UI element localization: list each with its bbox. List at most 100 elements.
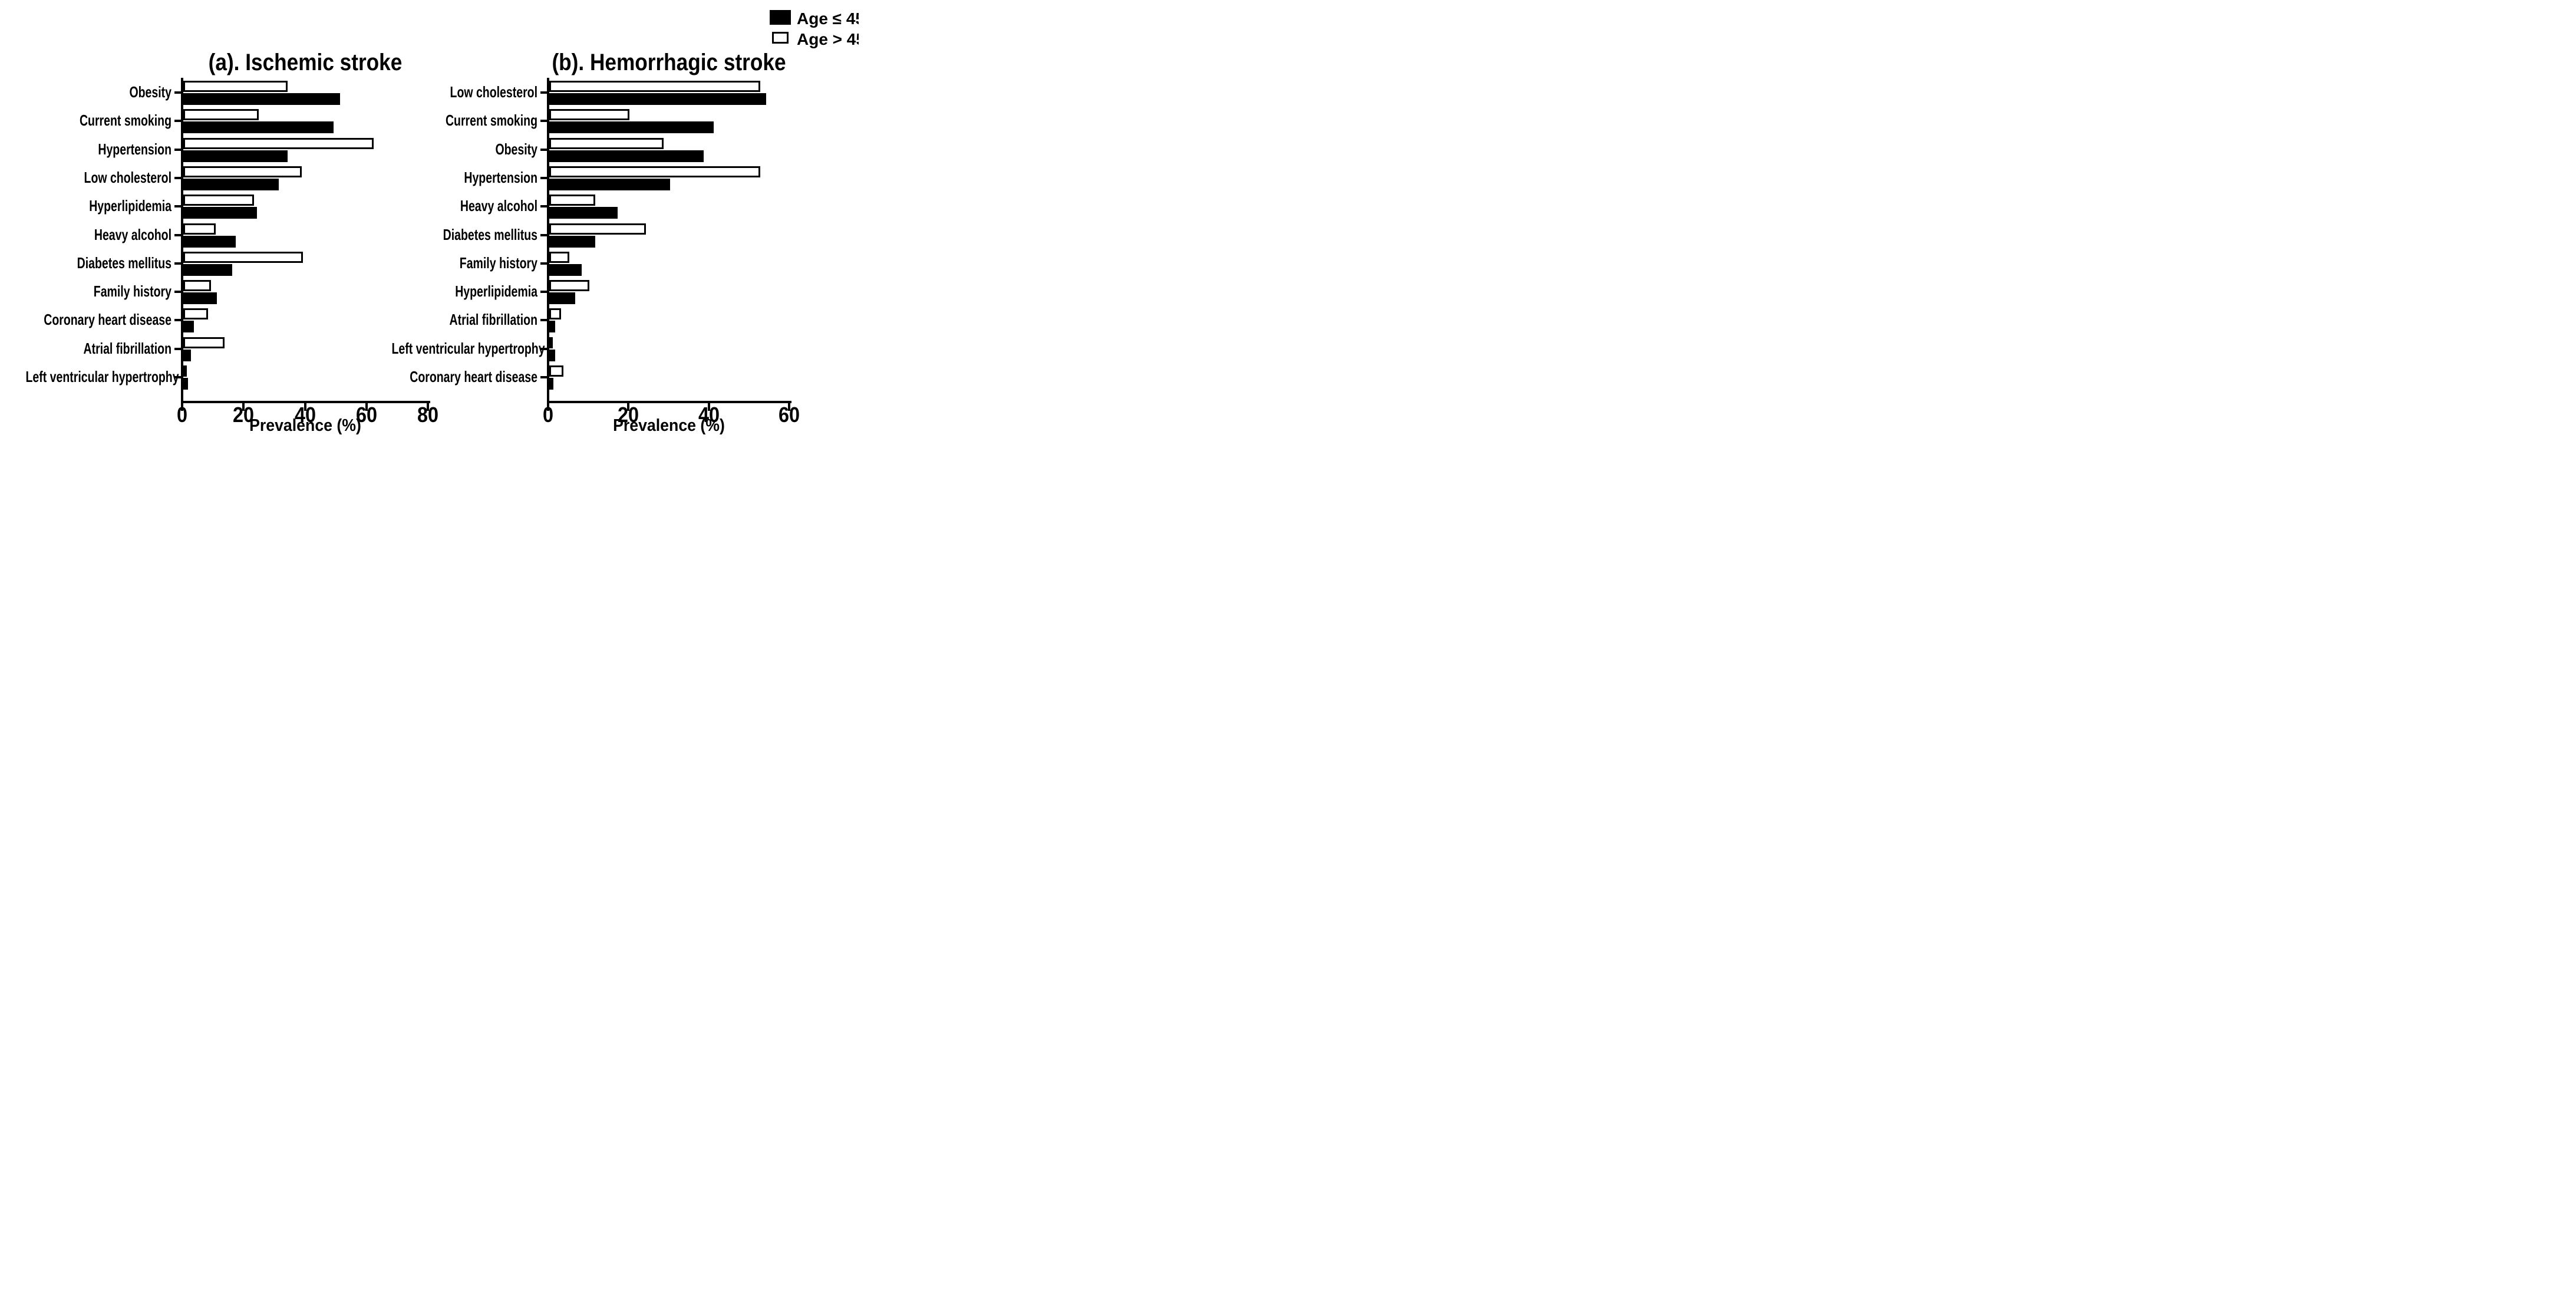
bar-age-le-45 (549, 378, 553, 390)
bar-age-le-45 (183, 121, 334, 134)
bar-age-gt-45 (183, 166, 302, 177)
bar-age-le-45 (183, 178, 279, 190)
bar-age-le-45 (549, 321, 556, 333)
x-axis-line (547, 401, 791, 403)
bar-age-le-45 (549, 292, 576, 305)
y-axis-tick (174, 148, 182, 151)
legend-swatch-age-gt-45 (772, 32, 789, 44)
bar-age-gt-45 (549, 337, 553, 348)
y-axis-tick (174, 347, 182, 350)
y-axis-tick (174, 91, 182, 94)
bar-age-le-45 (549, 93, 767, 105)
x-axis-tick (365, 403, 368, 411)
y-axis-tick (540, 148, 548, 151)
bar-age-gt-45 (549, 195, 596, 206)
x-tick-label: 40 (294, 403, 316, 427)
bar-age-le-45 (183, 93, 340, 105)
y-axis-tick (540, 176, 548, 179)
bar-age-gt-45 (549, 137, 664, 149)
y-axis-tick (174, 291, 182, 294)
panel-hemorrhagic-stroke: (b). Hemorrhagic stroke 0 20 40 60 Prevalence… (0, 0, 859, 436)
bar-age-le-45 (183, 378, 188, 390)
bar-age-gt-45 (183, 251, 304, 263)
bar-age-gt-45 (549, 109, 630, 121)
category-label: Low cholesterol (84, 168, 171, 186)
bar-age-le-45 (549, 207, 618, 219)
bar-age-le-45 (183, 263, 233, 276)
y-axis-tick (174, 319, 182, 322)
category-label: Coronary heart disease (44, 311, 171, 329)
category-label: Obesity (495, 140, 537, 158)
bar-age-gt-45 (183, 365, 187, 377)
category-label: Hyperlipidemia (89, 197, 171, 215)
x-tick-label: 60 (778, 403, 800, 427)
category-label: Coronary heart disease (410, 368, 537, 386)
y-axis-tick (174, 376, 182, 378)
y-axis-tick (174, 120, 182, 123)
x-tick-label: 80 (417, 403, 439, 427)
category-label: Hyperlipidemia (455, 282, 537, 301)
category-label: Current smoking (445, 111, 537, 130)
bar-age-le-45 (183, 235, 236, 248)
x-axis-tick (788, 403, 790, 411)
bar-age-le-45 (183, 150, 288, 162)
y-axis-tick (540, 205, 548, 208)
bar-age-le-45 (183, 207, 258, 219)
bar-age-le-45 (549, 263, 582, 276)
legend-label-age-le-45: Age ≤ 45 (797, 9, 859, 28)
y-axis-line (547, 78, 549, 403)
legend-swatch-age-le-45 (770, 10, 791, 25)
category-label: Diabetes mellitus (77, 253, 171, 272)
x-tick-label: 0 (542, 403, 554, 427)
category-label: Hypertension (98, 140, 171, 158)
bar-age-gt-45 (549, 251, 570, 263)
y-axis-tick (540, 319, 548, 322)
y-axis-tick (174, 262, 182, 265)
bar-age-le-45 (549, 349, 556, 361)
y-axis-tick (540, 120, 548, 123)
x-axis-tick (627, 403, 630, 411)
y-axis-tick (174, 205, 182, 208)
bar-age-le-45 (183, 349, 192, 361)
bar-age-gt-45 (549, 365, 563, 377)
legend: Age ≤ 45 Age > 45 (766, 8, 859, 48)
bar-age-le-45 (183, 292, 217, 305)
x-tick-label: 60 (355, 403, 377, 427)
x-tick-label: 40 (698, 403, 720, 427)
category-label: Low cholesterol (450, 83, 537, 101)
y-axis-tick (540, 233, 548, 236)
category-label: Family history (459, 253, 537, 272)
y-axis-tick (540, 376, 548, 378)
y-axis-tick (174, 233, 182, 236)
category-label: Heavy alcohol (460, 197, 537, 215)
category-label: Heavy alcohol (94, 225, 171, 243)
bar-age-gt-45 (183, 223, 216, 235)
bar-age-gt-45 (183, 195, 254, 206)
bar-age-le-45 (549, 178, 670, 190)
category-label: Diabetes mellitus (443, 225, 537, 243)
x-tick-label: 20 (233, 403, 255, 427)
figure-canvas: Age ≤ 45 Age > 45 (a). Ischemic stroke 0 2… (0, 0, 859, 436)
bar-age-gt-45 (183, 308, 208, 320)
x-axis-title: Prevalence (%) (249, 416, 361, 435)
y-axis-line (181, 78, 183, 403)
y-axis-tick (540, 91, 548, 94)
x-axis-tick (547, 403, 549, 411)
bar-age-le-45 (549, 121, 714, 134)
category-label: Left ventricular hypertrophy (391, 339, 545, 357)
x-tick-label: 0 (176, 403, 188, 427)
bar-age-le-45 (183, 321, 194, 333)
category-label: Current smoking (79, 111, 171, 130)
bar-age-gt-45 (549, 280, 590, 292)
x-axis-tick (707, 403, 710, 411)
x-axis-tick (304, 403, 306, 411)
x-axis-tick (242, 403, 245, 411)
panel-ischemic-stroke: (a). Ischemic stroke 0 20 40 60 80 Prevalence … (0, 0, 859, 436)
y-axis-tick (540, 262, 548, 265)
x-axis-line (181, 401, 430, 403)
bar-age-gt-45 (549, 81, 760, 92)
chart-title: (a). Ischemic stroke (208, 50, 402, 75)
bar-age-gt-45 (549, 223, 646, 235)
bar-age-gt-45 (549, 308, 562, 320)
bar-age-gt-45 (183, 137, 374, 149)
